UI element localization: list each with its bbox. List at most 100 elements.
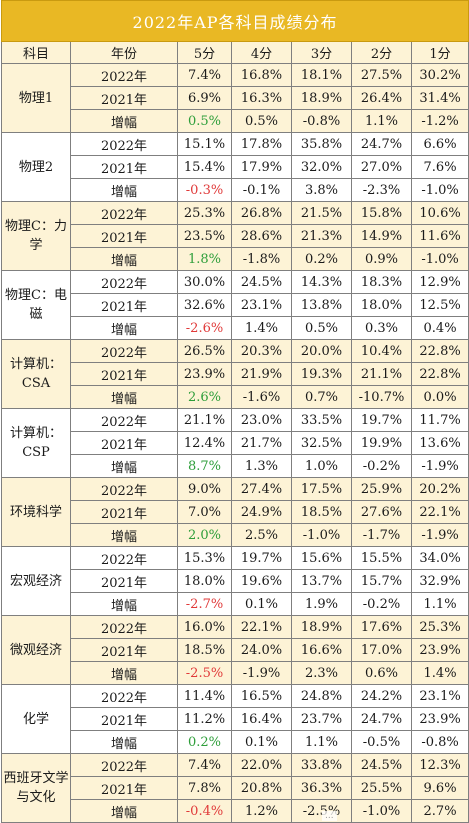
value-cell: 0.4%: [410, 316, 469, 340]
subject-name: 计算机：CSP: [1, 408, 71, 478]
value-cell: 7.8%: [177, 776, 232, 800]
value-cell: 24.9%: [231, 500, 292, 524]
year-cell: 2022年: [70, 408, 178, 432]
value-cell: 0.5%: [231, 109, 292, 133]
table-row: 增幅 -2.7% 0.1% 1.9% -0.2% 1.1%: [2, 592, 469, 616]
year-cell: 2022年: [70, 477, 178, 501]
table-row: 增幅 1.8% -1.8% 0.2% 0.9% -1.0%: [2, 247, 469, 271]
value-cell: 0.7%: [291, 385, 352, 409]
value-cell: 12.4%: [177, 431, 232, 455]
header-score-4: 4分: [231, 41, 292, 64]
value-cell: 15.3%: [177, 546, 232, 570]
value-cell: 14.3%: [291, 270, 352, 294]
year-cell: 2021年: [70, 224, 178, 248]
value-cell: 20.2%: [410, 477, 469, 501]
table-row: 2021年 7.8% 20.8% 36.3% 25.5% 9.6%: [2, 776, 469, 800]
value-cell: 23.0%: [231, 408, 292, 432]
value-cell: 16.4%: [231, 707, 292, 731]
value-cell: 18.0%: [177, 569, 232, 593]
value-cell: 15.1%: [177, 132, 232, 156]
value-cell: 23.9%: [177, 362, 232, 386]
value-cell: 27.6%: [351, 500, 412, 524]
table-row: 计算机：CSA 2022年 26.5% 20.3% 20.0% 10.4% 22.8%: [1, 339, 469, 409]
year-cell: 2021年: [70, 638, 178, 662]
value-cell: 21.1%: [351, 362, 412, 386]
table-row: 增幅-0.4%1.2%-2.5%-1.0%2.7%: [2, 799, 469, 823]
value-cell: 10.6%: [410, 201, 469, 225]
watermark: ...: [322, 811, 337, 821]
subject-name: 环境科学: [1, 477, 71, 547]
value-cell: 6.9%: [177, 86, 232, 110]
value-cell: 11.6%: [410, 224, 469, 248]
value-cell: 24.2%: [351, 684, 412, 708]
table-row: 增幅 0.2% 0.1% 1.1% -0.5% -0.8%: [2, 730, 469, 754]
header-subject: 科目: [1, 41, 71, 64]
value-cell: 24.7%: [351, 132, 412, 156]
value-cell: 17.6%: [351, 615, 412, 639]
year-cell: 2021年: [70, 431, 178, 455]
year-cell: 2022年: [70, 201, 178, 225]
value-cell: 32.9%: [410, 569, 469, 593]
value-cell: 23.9%: [410, 707, 469, 731]
year-cell: 增幅: [70, 454, 178, 478]
table-row: 2021年 6.9% 16.3% 18.9% 26.4% 31.4%: [2, 86, 469, 110]
value-cell: 11.4%: [177, 684, 232, 708]
subject-name: 西班牙文学与文化: [1, 753, 71, 823]
value-cell: 2.6%: [177, 385, 232, 409]
table-row: 西班牙文学与文化 2022年 7.4% 22.0% 33.8% 24.5% 12.3%: [1, 753, 469, 823]
value-cell: 15.8%: [351, 201, 412, 225]
value-cell: 1.3%: [231, 454, 292, 478]
value-cell: 31.4%: [410, 86, 469, 110]
year-cell: 2021年: [70, 86, 178, 110]
value-cell: 11.7%: [410, 408, 469, 432]
value-cell: 33.8%: [291, 753, 352, 777]
subject-name: 物理1: [1, 63, 71, 133]
value-cell: 25.9%: [351, 477, 412, 501]
table-row: 环境科学 2022年 9.0% 27.4% 17.5% 25.9% 20.2%: [1, 477, 469, 547]
header-score-3: 3分: [291, 41, 352, 64]
table-row: 化学 2022年 11.4% 16.5% 24.8% 24.2% 23.1%: [1, 684, 469, 754]
value-cell: 2.7%: [410, 799, 469, 823]
value-cell: -0.3%: [177, 178, 232, 202]
table-row: 2021年 7.0% 24.9% 18.5% 27.6% 22.1%: [2, 500, 469, 524]
table-row: 增幅 0.5% 0.5% -0.8% 1.1% -1.2%: [2, 109, 469, 133]
year-cell: 增幅: [70, 178, 178, 202]
value-cell: 1.1%: [410, 592, 469, 616]
year-cell: 2022年: [70, 132, 178, 156]
value-cell: -1.9%: [231, 661, 292, 685]
year-cell: 增幅: [70, 661, 178, 685]
year-cell: 增幅: [70, 592, 178, 616]
value-cell: 2.0%: [177, 523, 232, 547]
value-cell: 24.0%: [231, 638, 292, 662]
header-score-5: 5分: [177, 41, 232, 64]
value-cell: 20.3%: [231, 339, 292, 363]
value-cell: 7.4%: [177, 753, 232, 777]
value-cell: 0.2%: [177, 730, 232, 754]
year-cell: 2022年: [70, 270, 178, 294]
value-cell: -1.8%: [231, 247, 292, 271]
value-cell: -2.5%: [291, 799, 352, 823]
value-cell: -1.9%: [410, 454, 469, 478]
value-cell: -2.5%: [177, 661, 232, 685]
value-cell: 33.5%: [291, 408, 352, 432]
value-cell: 10.4%: [351, 339, 412, 363]
value-cell: 15.4%: [177, 155, 232, 179]
value-cell: 16.3%: [231, 86, 292, 110]
header-year: 年份: [70, 41, 178, 64]
value-cell: 0.0%: [410, 385, 469, 409]
value-cell: 24.5%: [351, 753, 412, 777]
value-cell: 24.7%: [351, 707, 412, 731]
subject-name: 物理C：力学: [1, 201, 71, 271]
year-cell: 2022年: [70, 615, 178, 639]
value-cell: 0.5%: [177, 109, 232, 133]
value-cell: -0.2%: [351, 454, 412, 478]
table-row: 2021年 15.4% 17.9% 32.0% 27.0% 7.6%: [2, 155, 469, 179]
table-row: 物理2 2022年 15.1% 17.8% 35.8% 24.7% 6.6%: [1, 132, 469, 202]
subject-name: 微观经济: [1, 615, 71, 685]
value-cell: 9.6%: [410, 776, 469, 800]
table-row: 2021年 12.4% 21.7% 32.5% 19.9% 13.6%: [2, 431, 469, 455]
value-cell: 13.7%: [291, 569, 352, 593]
value-cell: 25.3%: [177, 201, 232, 225]
value-cell: -2.7%: [177, 592, 232, 616]
